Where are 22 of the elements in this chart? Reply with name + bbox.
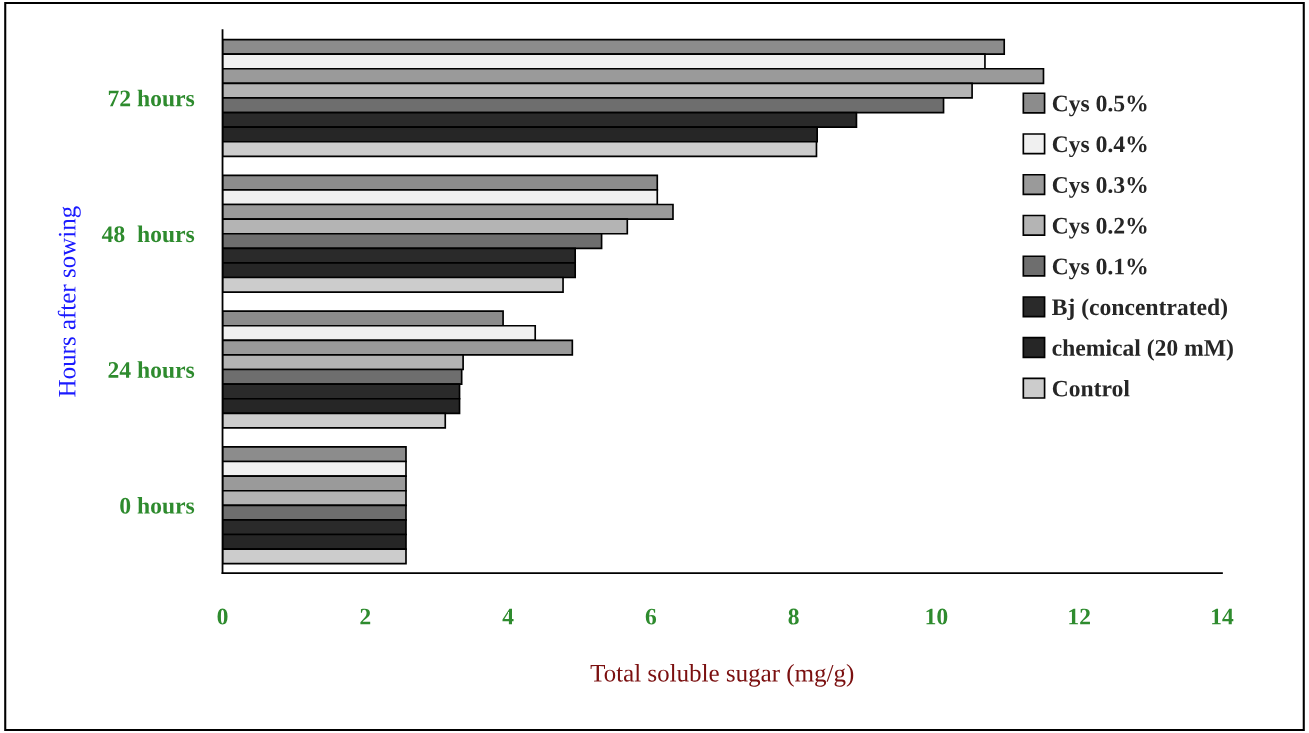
x-tick-label: 10 [926, 608, 948, 625]
x-tick-label: 8 [788, 608, 799, 625]
x-tick-label: 14 [1212, 608, 1234, 625]
x-tick-label: 0 [217, 608, 228, 625]
legend-label: Cys 0.2% [1052, 217, 1147, 239]
legend-label: Cys 0.5% [1052, 95, 1147, 117]
legend-label: Control [1052, 379, 1130, 397]
x-tick-label: 4 [502, 608, 514, 625]
y-tick-label: 48 hours [101, 225, 195, 243]
y-tick-label: 72 hours [108, 89, 195, 107]
legend-label: Cys 0.3% [1052, 177, 1147, 198]
y-axis-title: Hours after sowing [57, 206, 81, 397]
y-tick-label: 24 hours [108, 361, 195, 378]
x-axis-title: Total soluble sugar (mg/g) [590, 664, 854, 687]
legend-label: Bj (concentrated) [1052, 298, 1227, 320]
x-tick-label: 6 [645, 608, 657, 625]
legend-label: Cys 0.4% [1052, 136, 1147, 158]
x-tick-label: 2 [360, 608, 371, 625]
legend-label: chemical (20 mM) [1052, 339, 1233, 361]
y-tick-label: 0 hours [120, 497, 195, 514]
legend-label: Cys 0.1% [1052, 258, 1147, 280]
x-tick-label: 12 [1069, 608, 1090, 625]
